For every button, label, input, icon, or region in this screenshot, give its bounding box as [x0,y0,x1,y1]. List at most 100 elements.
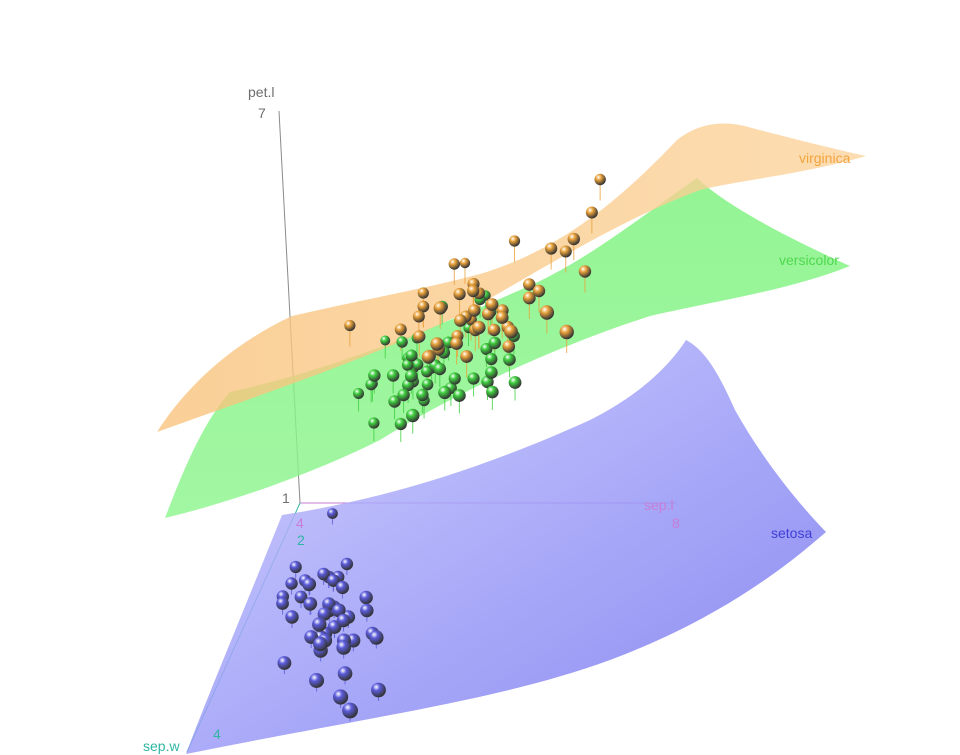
virginica-point [448,258,460,270]
setosa-point [277,656,292,670]
virginica-point [468,304,481,317]
virginica-point [459,257,471,269]
versicolor-point [404,369,418,383]
virginica-point [594,173,606,186]
setosa-point [371,682,386,698]
versicolor-point [401,359,414,371]
virginica-point [523,278,536,291]
versicolor-point [421,365,433,378]
versicolor-point [467,372,480,385]
setosa-point [312,617,327,632]
virginica-point [485,298,499,311]
versicolor-point [388,395,401,408]
virginica-point [344,319,356,332]
setosa-point [302,577,316,592]
virginica-point [532,284,546,298]
setosa-point [285,577,298,590]
setosa-point [276,597,289,610]
setosa-point [336,640,351,655]
versicolor-point [405,349,418,362]
setosa-point [285,610,299,624]
versicolor-point [406,408,420,423]
setosa-point [327,508,338,519]
setosa-point [309,673,325,688]
data-points [276,173,606,719]
x-tick-max: 8 [672,515,680,531]
versicolor-point [421,378,434,391]
versicolor-point [386,369,400,382]
virginica-point [502,340,516,353]
virginica-point [495,311,509,324]
versicolor-point [380,335,391,346]
versicolor-point [448,372,461,385]
virginica-point [567,232,580,246]
label-versicolor: versicolor [779,252,839,268]
virginica-point [472,320,486,335]
setosa-point [317,607,332,621]
versicolor-point [397,388,410,402]
virginica-point [454,314,467,327]
versicolor-point [416,388,429,402]
setosa-point [303,597,317,611]
setosa-point [360,603,374,618]
versicolor-point [438,385,452,400]
virginica-point [417,287,429,299]
virginica-point [508,235,521,247]
virginica-point [585,206,598,219]
x-tick-min: 4 [296,515,304,531]
y-tick-min: 2 [297,532,305,548]
versicolor-point [433,362,446,376]
versicolor-point [488,336,501,350]
setosa-point [333,689,349,705]
virginica-point [394,323,407,336]
versicolor-point [452,389,466,402]
virginica-point [545,242,558,255]
setosa-point [335,580,350,595]
z-tick-min: 1 [282,490,290,506]
versicolor-point [368,417,380,429]
virginica-point [412,310,425,323]
virginica-point [559,245,572,258]
versicolor-point [353,388,365,399]
virginica-point [578,265,592,278]
virginica-surface [157,123,866,433]
setosa-point [337,666,353,681]
versicolor-point [481,375,494,389]
versicolor-point [396,336,408,348]
versicolor-point [394,417,407,431]
versicolor-point [412,358,424,371]
y-axis-title: sep.w [143,738,180,754]
z-axis-title: pet.l [248,84,274,100]
versicolor-point [368,369,381,382]
label-setosa: setosa [771,525,812,541]
versicolor-point [485,366,498,379]
virginica-point [421,350,436,364]
virginica-point [430,337,444,351]
setosa-point [331,603,346,618]
setosa-point [342,702,358,719]
x-axis-title: sep.l [644,497,674,513]
versicolor-point [503,353,516,366]
virginica-point [487,323,501,337]
y-tick-max: 4 [213,726,221,742]
setosa-point [359,590,373,605]
z-tick-max: 7 [258,105,266,121]
virginica-point [453,287,466,301]
setosa-point [327,574,340,587]
virginica-point [504,324,518,339]
virginica-point [450,337,463,350]
versicolor-point [486,385,499,399]
virginica-point [522,291,536,305]
setosa-point [369,630,384,645]
setosa-point [289,560,302,574]
virginica-point [559,324,574,340]
virginica-point [460,350,474,363]
virginica-point [539,305,555,320]
virginica-point [467,284,480,298]
setosa-point [313,636,328,652]
versicolor-point [508,376,522,389]
setosa-point [294,590,308,604]
setosa-point [340,557,354,571]
versicolor-point [485,352,498,366]
